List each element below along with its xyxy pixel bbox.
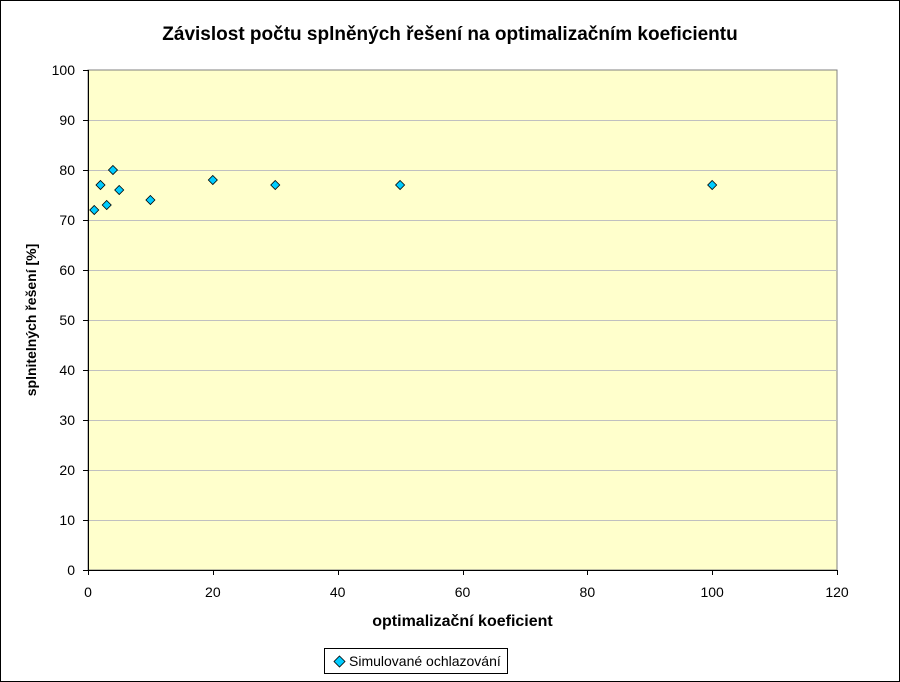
y-tick-label: 50 <box>59 312 75 328</box>
y-tick-label: 0 <box>67 562 75 578</box>
data-point <box>707 179 718 191</box>
data-point <box>95 179 106 191</box>
axes <box>83 70 838 575</box>
y-tick-label: 40 <box>59 362 75 378</box>
y-tick-label: 20 <box>59 462 75 478</box>
x-tick-label: 80 <box>580 584 596 600</box>
data-point <box>101 199 112 211</box>
data-points <box>89 164 718 216</box>
data-point <box>114 184 125 196</box>
legend-label: Simulované ochlazování <box>349 653 501 669</box>
data-point <box>145 194 156 206</box>
x-tick-label: 120 <box>825 584 849 600</box>
y-tick-label: 80 <box>59 162 75 178</box>
y-tick-label: 70 <box>59 212 75 228</box>
y-tick-label: 30 <box>59 412 75 428</box>
legend: Simulované ochlazování <box>324 648 508 674</box>
y-tick-label: 90 <box>59 112 75 128</box>
gridlines <box>88 120 837 521</box>
data-point <box>395 179 406 191</box>
data-point <box>107 164 119 176</box>
x-tick-label: 40 <box>330 584 346 600</box>
data-point <box>270 179 281 191</box>
x-tick-label: 0 <box>84 584 92 600</box>
x-tick-label: 100 <box>700 584 724 600</box>
x-axis-label: optimalizační koeficient <box>372 613 553 630</box>
y-tick-label: 10 <box>59 512 75 528</box>
chart-title: Závislost počtu splněných řešení na opti… <box>162 24 738 45</box>
data-point <box>89 204 100 216</box>
legend-marker-diamond-icon <box>333 654 346 668</box>
y-tick-label: 100 <box>52 62 76 78</box>
tick-labels: 0 10 20 30 40 50 60 70 80 90 100 0 20 40 60 80 100 120 <box>52 62 849 600</box>
x-tick-label: 60 <box>455 584 471 600</box>
x-tick-label: 20 <box>205 584 221 600</box>
y-tick-label: 60 <box>59 262 75 278</box>
data-point <box>207 174 218 186</box>
